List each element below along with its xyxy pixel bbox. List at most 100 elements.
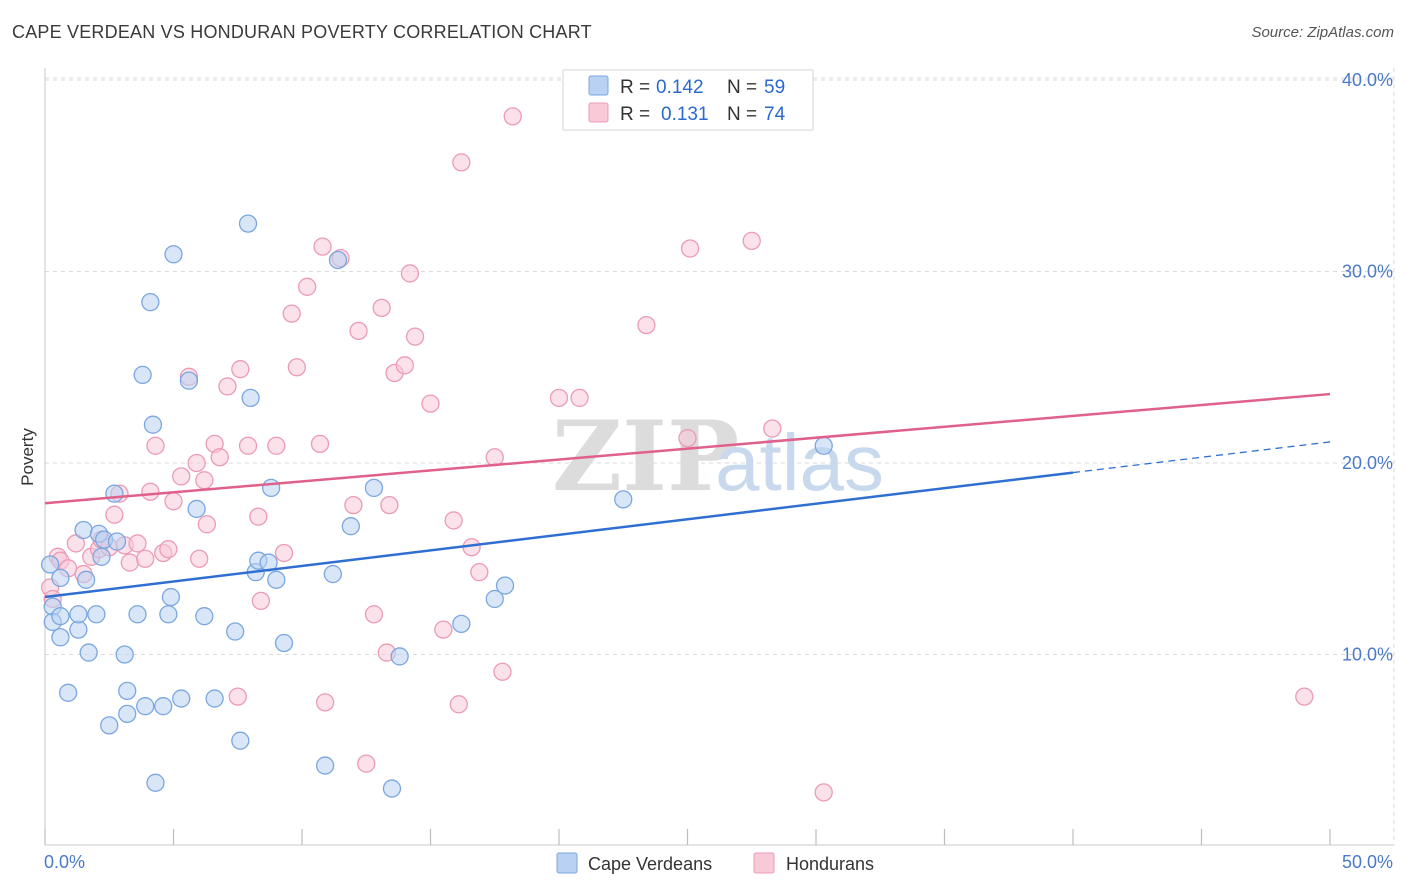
- point-hondurans-64: [493, 662, 512, 681]
- y-tick-label-10: 10.0%: [1342, 645, 1393, 665]
- legend-r-value-2: 0.131: [661, 104, 709, 125]
- point-cape-verdeans-20: [118, 681, 137, 701]
- legend-n-label-1: N =: [727, 77, 757, 98]
- bottom-legend-swatch-hondurans: [753, 852, 775, 874]
- point-hondurans-65: [503, 107, 522, 126]
- point-hondurans-25: [190, 549, 209, 568]
- point-cape-verdeans-16: [100, 716, 119, 735]
- point-cape-verdeans-33: [179, 371, 199, 390]
- point-cape-verdeans-23: [133, 365, 152, 385]
- point-hondurans-36: [267, 436, 286, 455]
- point-hondurans-15: [128, 534, 147, 553]
- point-hondurans-63: [485, 448, 504, 467]
- x-tick-label-0: 0.0%: [44, 852, 85, 872]
- point-hondurans-69: [678, 428, 697, 448]
- point-cape-verdeans-48: [323, 564, 342, 584]
- point-cape-verdeans-12: [87, 605, 106, 624]
- point-hondurans-31: [228, 687, 247, 706]
- point-cape-verdeans-58: [814, 436, 833, 455]
- point-cape-verdeans-55: [485, 589, 504, 609]
- point-hondurans-37: [274, 543, 294, 563]
- point-hondurans-58: [444, 511, 463, 530]
- point-cape-verdeans-54: [452, 614, 471, 634]
- watermark-zip: ZIP: [552, 400, 739, 513]
- point-cape-verdeans-44: [262, 478, 281, 498]
- point-cape-verdeans-5: [51, 628, 70, 647]
- point-cape-verdeans-34: [187, 499, 206, 519]
- point-hondurans-30: [218, 377, 237, 396]
- point-hondurans-72: [763, 419, 782, 438]
- point-hondurans-66: [549, 388, 569, 408]
- trend-line-hondurans: [44, 392, 1331, 505]
- point-hondurans-27: [197, 515, 217, 534]
- point-cape-verdeans-31: [164, 245, 183, 264]
- y-tick-label-20: 20.0%: [1342, 453, 1393, 473]
- x-tick-label-50: 50.0%: [1342, 852, 1393, 872]
- point-hondurans-34: [249, 507, 268, 526]
- point-hondurans-71: [742, 231, 761, 251]
- point-hondurans-56: [421, 394, 440, 413]
- legend-swatch-cape-verdeans: [588, 75, 609, 96]
- point-hondurans-62: [470, 563, 489, 582]
- point-cape-verdeans-26: [143, 415, 163, 434]
- y-tick-label-30: 30.0%: [1342, 262, 1393, 282]
- point-hondurans-29: [210, 448, 229, 467]
- point-cape-verdeans-14: [92, 547, 111, 566]
- point-hondurans-48: [364, 605, 384, 624]
- source-label: Source: ZipAtlas.com: [1251, 24, 1394, 41]
- point-hondurans-73: [814, 783, 833, 802]
- point-hondurans-70: [680, 239, 700, 258]
- point-cape-verdeans-37: [226, 622, 245, 641]
- point-hondurans-74: [1295, 687, 1314, 706]
- point-cape-verdeans-10: [76, 570, 96, 589]
- legend: R = 0.142 N = 59 R = 0.131 N = 74: [562, 69, 814, 131]
- bottom-legend-label-cape-verdeans: Cape Verdeans: [588, 854, 712, 874]
- legend-r-label-1: R =: [620, 77, 650, 98]
- bottom-legend: Cape Verdeans Hondurans: [556, 852, 874, 874]
- y-tick-label-40: 40.0%: [1342, 70, 1393, 90]
- point-cape-verdeans-45: [267, 570, 286, 589]
- point-cape-verdeans-24: [136, 697, 155, 716]
- point-cape-verdeans-6: [58, 683, 78, 702]
- point-cape-verdeans-25: [141, 292, 160, 312]
- point-hondurans-51: [380, 495, 399, 515]
- point-cape-verdeans-17: [105, 484, 124, 503]
- point-hondurans-35: [251, 591, 271, 611]
- point-hondurans-26: [195, 471, 214, 490]
- point-hondurans-47: [357, 754, 376, 773]
- y-axis-title: Poverty: [18, 428, 37, 486]
- point-hondurans-45: [344, 495, 363, 515]
- point-hondurans-17: [141, 482, 160, 501]
- point-cape-verdeans-56: [495, 576, 515, 595]
- point-hondurans-20: [159, 540, 178, 559]
- point-hondurans-39: [287, 358, 307, 377]
- point-hondurans-67: [570, 388, 589, 408]
- point-cape-verdeans-49: [328, 250, 348, 270]
- point-hondurans-24: [187, 453, 206, 473]
- point-hondurans-60: [452, 153, 471, 172]
- trend-line-cape-verdeans: [44, 471, 1074, 599]
- point-cape-verdeans-28: [154, 697, 173, 716]
- point-cape-verdeans-53: [390, 647, 409, 666]
- point-hondurans-54: [400, 264, 420, 283]
- legend-swatch-hondurans: [588, 102, 609, 123]
- point-cape-verdeans-22: [128, 605, 147, 624]
- watermark-atlas: atlas: [715, 418, 884, 507]
- point-cape-verdeans-52: [382, 779, 402, 798]
- point-cape-verdeans-46: [274, 633, 294, 653]
- point-cape-verdeans-27: [146, 773, 165, 792]
- legend-n-label-2: N =: [727, 104, 757, 125]
- legend-n-value-1: 59: [764, 77, 785, 98]
- point-hondurans-14: [120, 553, 139, 572]
- point-hondurans-68: [637, 315, 656, 335]
- data-points: [40, 107, 1314, 802]
- point-cape-verdeans-0: [40, 555, 60, 574]
- watermark: ZIP atlas: [552, 400, 884, 513]
- legend-r-value-1: 0.142: [656, 77, 704, 98]
- point-cape-verdeans-38: [231, 731, 250, 750]
- point-hondurans-46: [349, 321, 368, 341]
- point-cape-verdeans-18: [107, 532, 127, 551]
- point-hondurans-33: [238, 436, 258, 455]
- point-cape-verdeans-19: [115, 645, 134, 664]
- trend-lines: [44, 392, 1331, 599]
